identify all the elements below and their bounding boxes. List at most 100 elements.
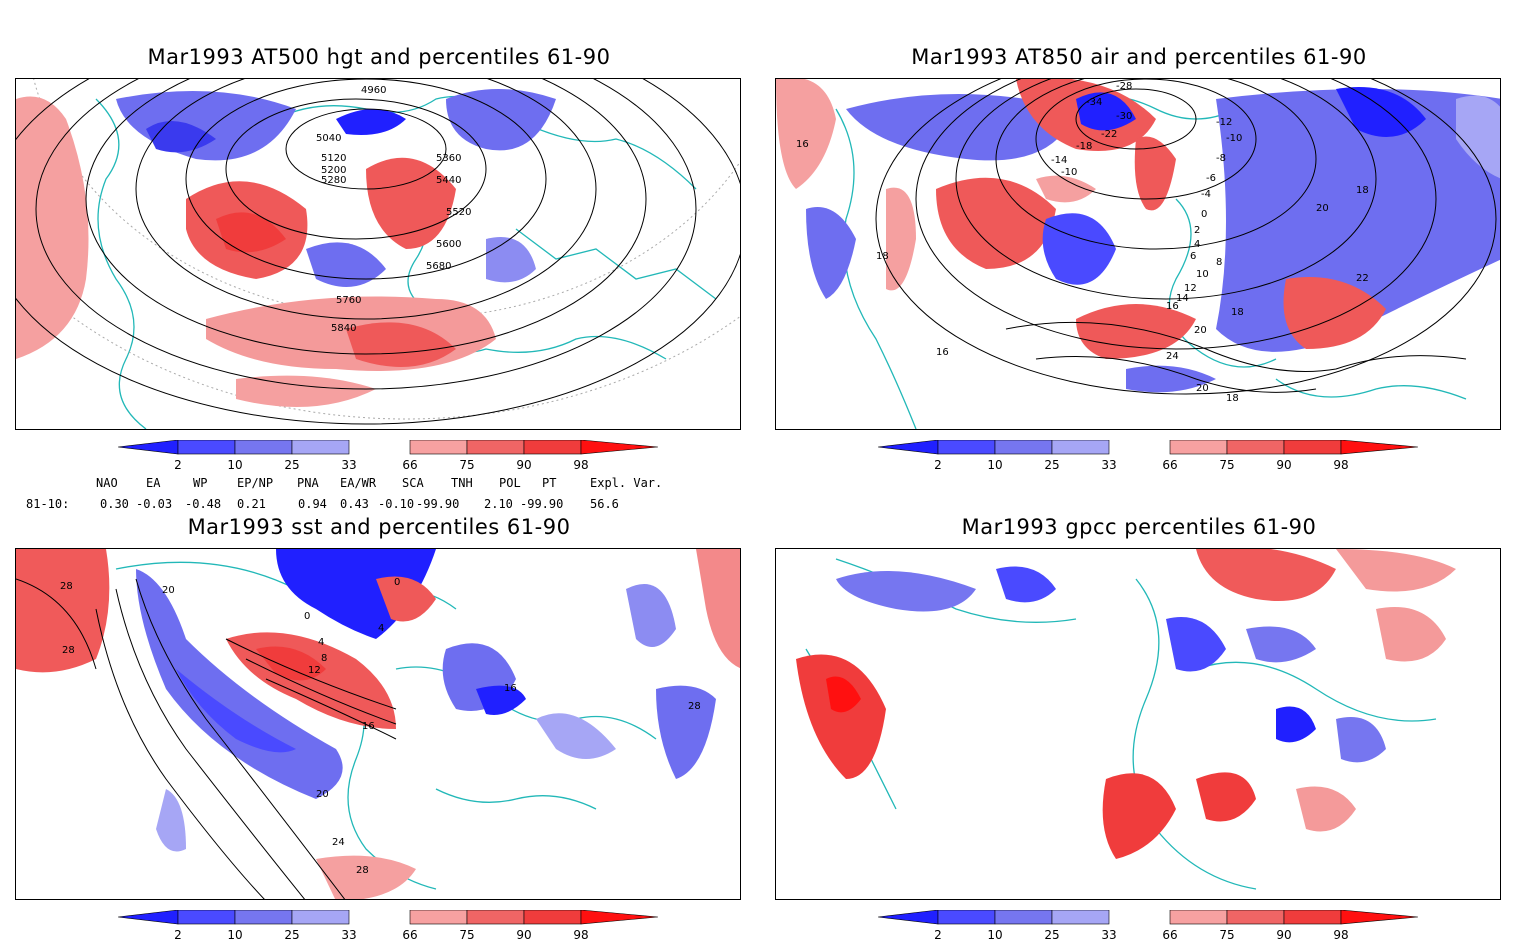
index-value: -0.48 — [185, 497, 222, 511]
colorbar-label: 10 — [987, 928, 1003, 942]
colorbar-label: 33 — [1101, 928, 1117, 942]
index-value: 0.21 — [237, 497, 266, 511]
svg-text:8: 8 — [321, 653, 327, 664]
index-header: Expl. Var. — [590, 476, 663, 490]
svg-text:4: 4 — [318, 637, 324, 648]
colorbar-svg — [117, 439, 659, 455]
svg-text:20: 20 — [1196, 383, 1209, 394]
colorbar-label: 66 — [1162, 928, 1178, 942]
svg-text:12: 12 — [308, 665, 321, 676]
svg-text:-12: -12 — [1216, 117, 1232, 128]
svg-text:8: 8 — [1216, 257, 1222, 268]
svg-text:18: 18 — [1356, 185, 1369, 196]
svg-text:16: 16 — [504, 683, 517, 694]
colorbar-label: 90 — [1276, 458, 1292, 472]
index-value: 0.94 — [298, 497, 327, 511]
svg-text:-10: -10 — [1061, 167, 1077, 178]
svg-text:28: 28 — [688, 701, 701, 712]
colorbar-label: 75 — [1219, 928, 1235, 942]
colorbar-label: 10 — [227, 458, 243, 472]
colorbar-label: 25 — [1044, 458, 1060, 472]
svg-text:24: 24 — [1166, 351, 1179, 362]
svg-text:-10: -10 — [1226, 133, 1242, 144]
svg-text:28: 28 — [62, 645, 75, 656]
svg-text:0: 0 — [394, 577, 400, 588]
teleconnection-indices: NAO EA WP EP/NP PNA EA/WR SCA TNH POL PT… — [0, 476, 760, 516]
svg-text:16: 16 — [362, 721, 375, 732]
svg-text:20: 20 — [1316, 203, 1329, 214]
index-value: -99.90 — [416, 497, 460, 511]
contours — [16, 578, 397, 899]
index-row-label: 81-10: — [26, 497, 70, 511]
svg-text:-30: -30 — [1116, 111, 1132, 122]
svg-text:6: 6 — [1190, 251, 1196, 262]
svg-text:5200: 5200 — [321, 165, 346, 176]
index-header: SCA — [402, 476, 424, 490]
colorbar-label: 25 — [1044, 928, 1060, 942]
svg-text:18: 18 — [876, 251, 889, 262]
colorbar-label: 66 — [402, 458, 418, 472]
index-value: -99.90 — [520, 497, 564, 511]
svg-text:4960: 4960 — [361, 85, 386, 96]
svg-text:24: 24 — [332, 837, 345, 848]
panel-title: Mar1993 gpcc percentiles 61-90 — [961, 515, 1317, 539]
index-header: NAO — [96, 476, 118, 490]
map-panel-gpcc — [775, 548, 1501, 900]
svg-text:20: 20 — [1194, 325, 1207, 336]
svg-text:5040: 5040 — [316, 133, 341, 144]
svg-text:4: 4 — [1194, 239, 1200, 250]
colorbar-label: 98 — [1333, 458, 1349, 472]
map-panel-sst: 28 28 20 0 4 8 12 16 20 24 28 0 4 16 28 — [15, 548, 741, 900]
panel-title: Mar1993 sst and percentiles 61-90 — [187, 515, 571, 539]
colorbar-label: 10 — [987, 458, 1003, 472]
index-value: -0.10 — [378, 497, 415, 511]
svg-text:5600: 5600 — [436, 239, 461, 250]
colorbar-label: 75 — [459, 928, 475, 942]
panel-title: Mar1993 AT500 hgt and percentiles 61-90 — [147, 45, 611, 69]
index-header: EA — [146, 476, 161, 490]
colorbar-label: 10 — [227, 928, 243, 942]
svg-text:20: 20 — [162, 585, 175, 596]
colorbar-label: 33 — [1101, 458, 1117, 472]
svg-text:5280: 5280 — [321, 175, 346, 186]
colorbar: 2 10 25 33 66 75 90 98 — [117, 439, 659, 478]
colorbar-label: 98 — [573, 928, 589, 942]
svg-text:22: 22 — [1356, 273, 1369, 284]
svg-text:28: 28 — [356, 865, 369, 876]
anomaly-fill — [776, 79, 1500, 393]
svg-text:-14: -14 — [1051, 155, 1067, 166]
colorbar-label: 33 — [341, 458, 357, 472]
svg-text:-6: -6 — [1206, 173, 1216, 184]
colorbar: 2 10 25 33 66 75 90 98 — [877, 909, 1419, 948]
svg-text:28: 28 — [60, 581, 73, 592]
index-value: 2.10 — [484, 497, 513, 511]
colorbar-label: 90 — [516, 458, 532, 472]
contour-labels: 4960 5040 5120 5200 5280 5360 5440 5520 … — [316, 85, 471, 334]
index-header: EP/NP — [237, 476, 274, 490]
colorbar-label: 75 — [1219, 458, 1235, 472]
anomaly-fill — [16, 89, 556, 407]
index-value: 0.43 — [340, 497, 369, 511]
svg-text:5440: 5440 — [436, 175, 461, 186]
colorbar-label: 98 — [573, 458, 589, 472]
colorbar-label: 2 — [174, 928, 182, 942]
svg-text:5680: 5680 — [426, 261, 451, 272]
svg-text:16: 16 — [1166, 301, 1179, 312]
svg-text:20: 20 — [316, 789, 329, 800]
svg-text:-18: -18 — [1076, 141, 1092, 152]
colorbar-label: 75 — [459, 458, 475, 472]
colorbar-label: 90 — [516, 928, 532, 942]
svg-text:16: 16 — [796, 139, 809, 150]
map-panel-hgt500: 4960 5040 5120 5200 5280 5360 5440 5520 … — [15, 78, 741, 430]
index-header: WP — [193, 476, 208, 490]
colorbar-label: 33 — [341, 928, 357, 942]
svg-text:14: 14 — [1176, 293, 1189, 304]
colorbar-label: 2 — [934, 928, 942, 942]
svg-text:18: 18 — [1226, 393, 1239, 404]
colorbar-label: 2 — [934, 458, 942, 472]
contour-labels: -28 -34 -30 -22 -18 -14 -10 -12 -10 -8 -… — [796, 81, 1369, 404]
svg-text:5840: 5840 — [331, 323, 356, 334]
contours — [875, 79, 1497, 395]
svg-text:5120: 5120 — [321, 153, 346, 164]
colorbar-label: 90 — [1276, 928, 1292, 942]
